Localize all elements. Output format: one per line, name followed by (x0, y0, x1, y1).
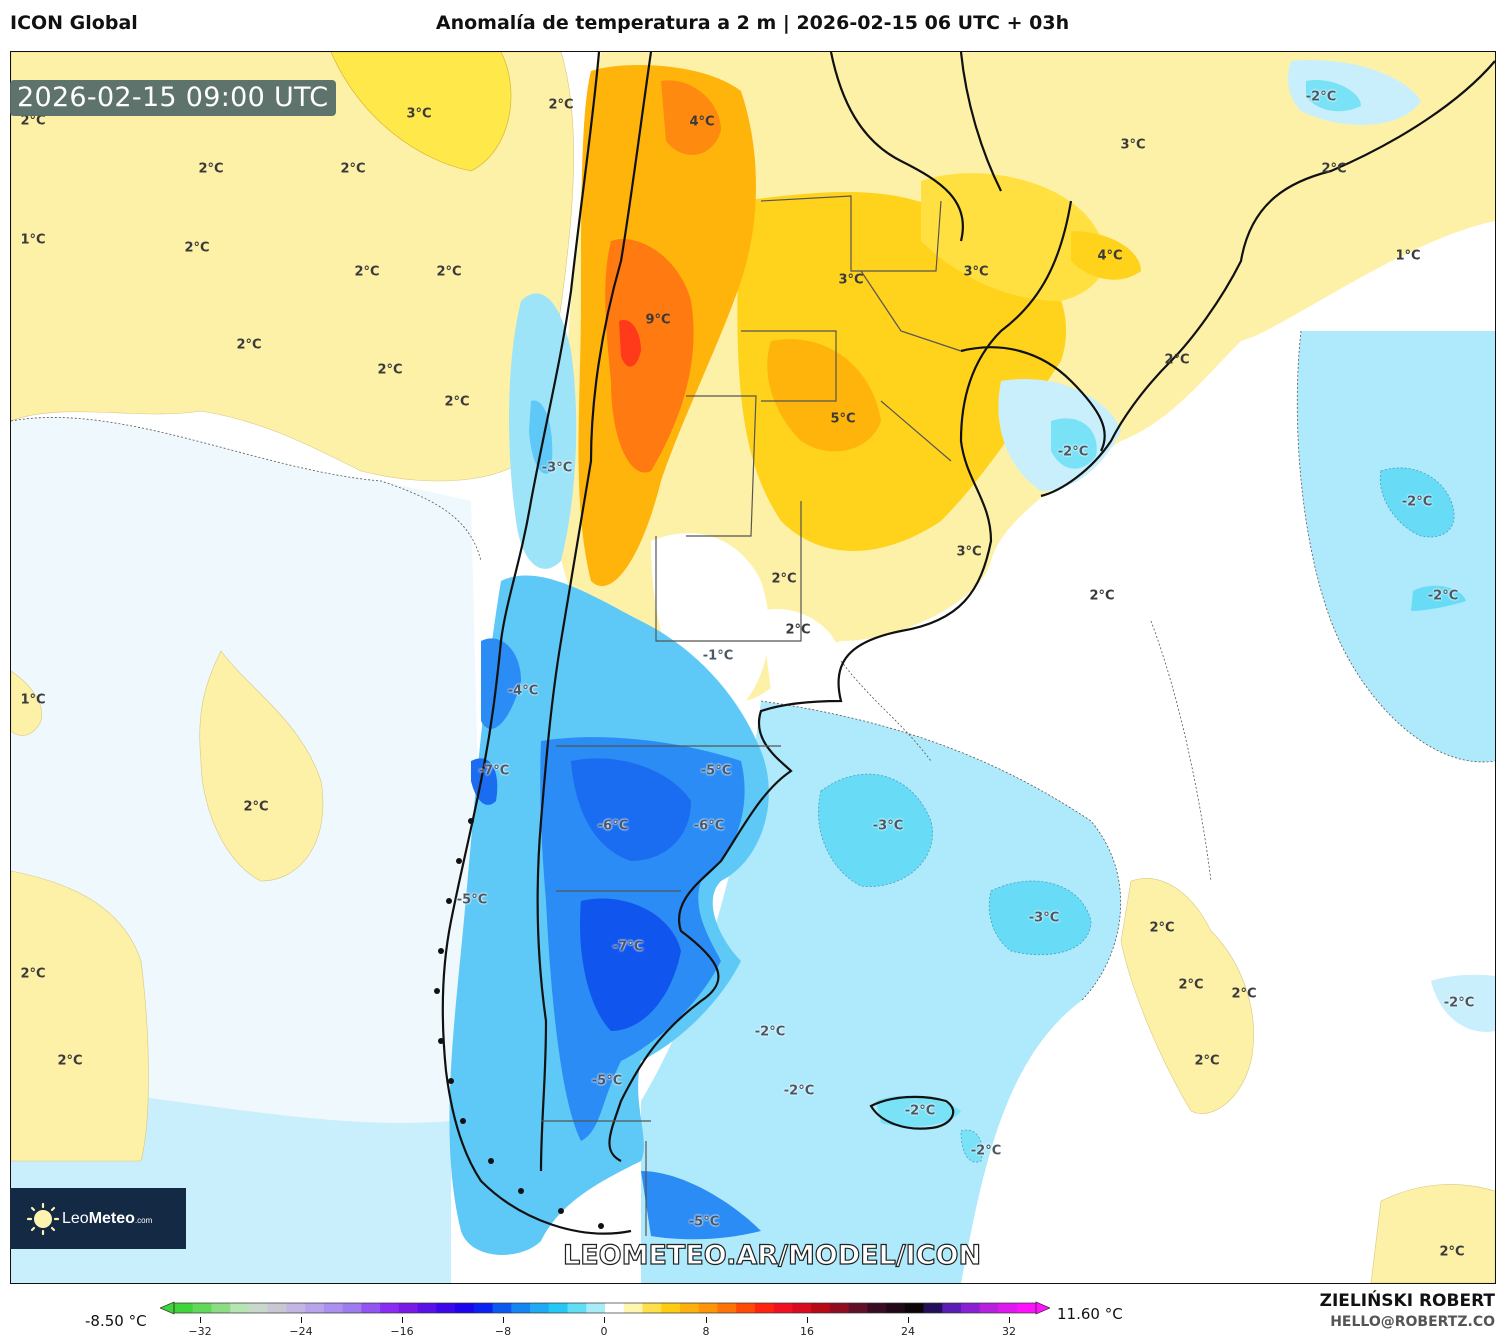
contour-label: -2°C (1443, 995, 1475, 1011)
contour-label: -2°C (1305, 89, 1337, 105)
colorbar-tick (604, 1317, 605, 1323)
contour-label: 2°C (198, 161, 224, 177)
author-name: ZIELIŃSKI ROBERT (1319, 1291, 1495, 1311)
contour-label: 9°C (645, 312, 671, 328)
contour-label: 2°C (184, 240, 210, 256)
contour-label: -1°C (702, 648, 734, 664)
colorbar-tick-label: −24 (289, 1325, 313, 1338)
contour-label: 2°C (354, 264, 380, 280)
colorbar-ticks: −32 −24 −16 −8 0 8 16 24 32 (0, 1317, 1505, 1339)
contour-label: 4°C (1097, 248, 1123, 264)
contour-label: 3°C (1120, 137, 1146, 153)
colorbar-tick-label: 0 (600, 1325, 608, 1338)
valid-time-badge: 2026-02-15 09:00 UTC (10, 80, 337, 116)
colorbar-gradient (160, 1301, 1050, 1315)
contour-label: 1°C (20, 232, 46, 248)
contour-label: 2°C (1149, 920, 1175, 936)
contour-label: 2°C (1178, 977, 1204, 993)
contour-label: -3°C (541, 460, 573, 476)
contour-label: 2°C (1439, 1244, 1465, 1260)
colorbar-tick (301, 1317, 302, 1323)
contour-label: 2°C (57, 1053, 83, 1069)
colorbar-tick (908, 1317, 909, 1323)
contour-label: -2°C (970, 1143, 1002, 1159)
colorbar-tick-label: −32 (188, 1325, 212, 1338)
colorbar-tick (1009, 1317, 1010, 1323)
colorbar-tick-label: 8 (702, 1325, 710, 1338)
contour-label: -3°C (1028, 910, 1060, 926)
contour-label: 2°C (771, 571, 797, 587)
contour-label: 2°C (548, 97, 574, 113)
colorbar-tick-label: 24 (901, 1325, 915, 1338)
colorbar-tick-label: −16 (390, 1325, 414, 1338)
colorbar-tick (503, 1317, 504, 1323)
author-email[interactable]: HELLO@ROBERTZ.CO (1330, 1314, 1495, 1330)
contour-labels: 2°C 3°C 2°C 2°C 2°C 1°C 2°C 2°C 2°C 2°C 2°C 2°C 4°C 9… (11, 52, 1495, 1283)
contour-label: -2°C (783, 1083, 815, 1099)
contour-label: 2°C (377, 362, 403, 378)
contour-label: -2°C (1427, 588, 1459, 604)
colorbar-tick-label: 32 (1002, 1325, 1016, 1338)
colorbar-tick-label: 16 (800, 1325, 814, 1338)
contour-label: 3°C (956, 544, 982, 560)
colorbar-min-label: -8.50 °C (85, 1312, 147, 1330)
colorbar-tick (200, 1317, 201, 1323)
model-name: ICON Global (10, 12, 138, 34)
colorbar-tick (807, 1317, 808, 1323)
map-field (11, 52, 1495, 1283)
contour-label: 2°C (444, 394, 470, 410)
contour-label: 2°C (340, 161, 366, 177)
colorbar-tick (706, 1317, 707, 1323)
contour-label: 2°C (1194, 1053, 1220, 1069)
contour-label: -4°C (507, 683, 539, 699)
contour-label: -2°C (1057, 444, 1089, 460)
contour-label: 2°C (20, 966, 46, 982)
contour-label: 1°C (20, 692, 46, 708)
logo-wordmark: LeoMeteo.com (62, 1209, 153, 1227)
source-watermark: LEOMETEO.AR/MODEL/ICON (562, 1239, 982, 1271)
contour-label: 2°C (243, 799, 269, 815)
colorbar-tick-label: −8 (494, 1325, 512, 1338)
contour-label: -6°C (693, 818, 725, 834)
colorbar: -8.50 °C −32 −24 −16 −8 0 8 16 24 32 11.60 °C (0, 1295, 1505, 1339)
contour-label: 2°C (1321, 161, 1347, 177)
contour-label: -5°C (591, 1073, 623, 1089)
contour-label: 3°C (406, 106, 432, 122)
chart-title: Anomalía de temperatura a 2 m | 2026-02-… (435, 12, 1070, 34)
contour-label: 2°C (1089, 588, 1115, 604)
anomaly-map: 2°C 3°C 2°C 2°C 2°C 1°C 2°C 2°C 2°C 2°C 2°C 2°C 4°C 9… (10, 51, 1496, 1284)
contour-label: 2°C (436, 264, 462, 280)
contour-label: 2°C (1164, 352, 1190, 368)
contour-label: -5°C (456, 892, 488, 908)
contour-label: -3°C (872, 818, 904, 834)
contour-label: -2°C (1401, 494, 1433, 510)
sun-icon (26, 1202, 60, 1236)
contour-label: 2°C (785, 622, 811, 638)
contour-label: 2°C (236, 337, 262, 353)
colorbar-max-label: 11.60 °C (1057, 1305, 1123, 1323)
contour-label: 2°C (20, 113, 46, 129)
contour-label: -2°C (754, 1024, 786, 1040)
contour-label: 2°C (1231, 986, 1257, 1002)
contour-label: 5°C (830, 411, 856, 427)
contour-label: -5°C (688, 1214, 720, 1230)
contour-label: 1°C (1395, 248, 1421, 264)
contour-label: -7°C (478, 763, 510, 779)
contour-label: -6°C (597, 818, 629, 834)
contour-label: 3°C (963, 264, 989, 280)
contour-label: -2°C (904, 1103, 936, 1119)
leometeo-logo[interactable]: LeoMeteo.com (10, 1188, 186, 1249)
contour-label: -5°C (700, 763, 732, 779)
colorbar-tick (402, 1317, 403, 1323)
contour-label: 4°C (689, 114, 715, 130)
contour-label: -7°C (612, 939, 644, 955)
contour-label: 3°C (838, 272, 864, 288)
